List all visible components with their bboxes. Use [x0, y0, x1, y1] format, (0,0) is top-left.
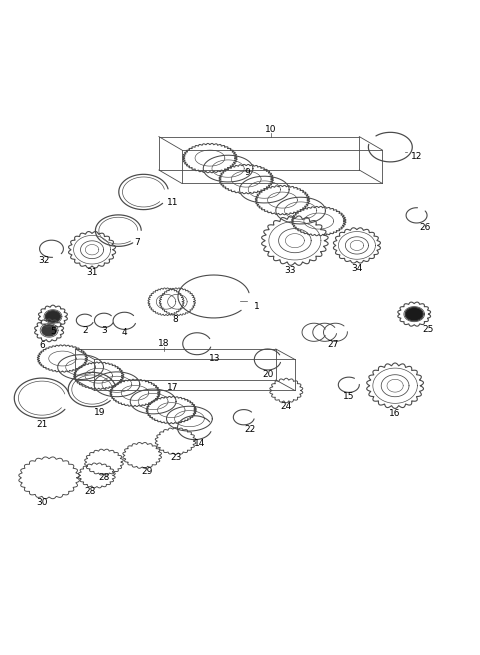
Text: 9: 9: [244, 168, 250, 177]
Text: 27: 27: [327, 340, 339, 348]
Text: 31: 31: [86, 268, 98, 277]
Text: 11: 11: [167, 198, 178, 207]
Text: 1: 1: [254, 301, 260, 310]
Text: 5: 5: [50, 328, 56, 336]
Text: 13: 13: [209, 354, 221, 364]
Text: 18: 18: [158, 339, 169, 348]
Text: 23: 23: [170, 453, 181, 462]
Text: 34: 34: [351, 264, 362, 273]
Text: 6: 6: [39, 341, 45, 350]
Text: 29: 29: [141, 466, 153, 476]
Text: 28: 28: [84, 487, 96, 496]
Text: 24: 24: [281, 402, 292, 411]
Polygon shape: [42, 325, 56, 336]
Text: 16: 16: [389, 409, 401, 418]
Text: 20: 20: [262, 370, 274, 379]
Text: 25: 25: [422, 326, 433, 335]
Text: 22: 22: [244, 425, 255, 434]
Text: 8: 8: [173, 315, 179, 324]
Polygon shape: [46, 311, 60, 322]
Text: 10: 10: [265, 125, 277, 134]
Text: 17: 17: [168, 383, 179, 392]
Text: 21: 21: [36, 420, 48, 429]
Text: 12: 12: [411, 152, 422, 161]
Polygon shape: [405, 308, 423, 321]
Text: 14: 14: [194, 439, 205, 448]
Text: 33: 33: [284, 266, 296, 274]
Text: 19: 19: [94, 408, 105, 417]
Text: 2: 2: [82, 326, 88, 335]
Text: 3: 3: [101, 326, 107, 335]
Text: 15: 15: [343, 392, 355, 402]
Text: 7: 7: [134, 238, 140, 247]
Text: 32: 32: [39, 256, 50, 265]
Text: 30: 30: [36, 498, 48, 507]
Text: 28: 28: [98, 474, 109, 482]
Text: 26: 26: [420, 223, 431, 232]
Text: 4: 4: [122, 328, 127, 337]
